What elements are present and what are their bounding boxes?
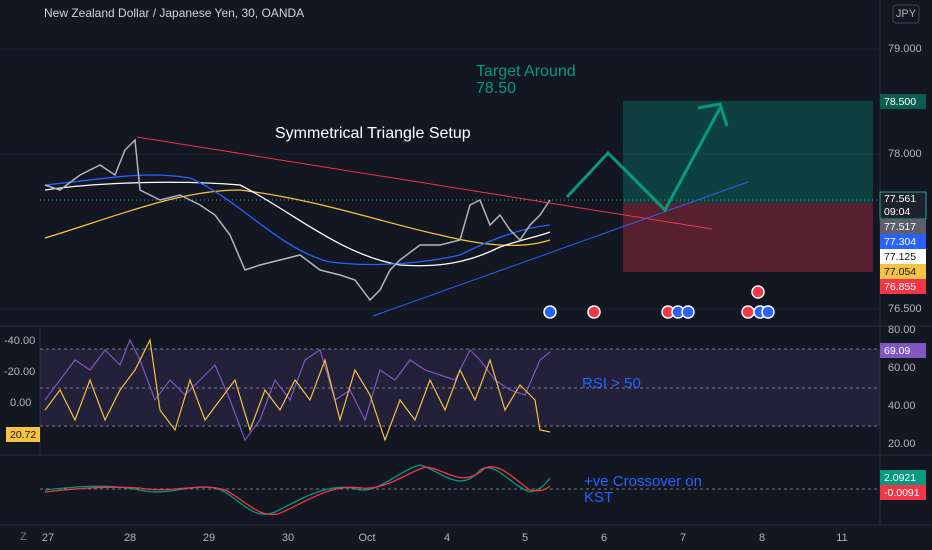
- time-axis: 27 28 29 30 Oct 4 5 6 7 8 11: [42, 532, 848, 544]
- kst-tag: [880, 470, 926, 485]
- price-tag-text: 76.855: [884, 281, 916, 293]
- rsi-left-tick: 0.00: [10, 397, 31, 409]
- rsi-label: RSI > 50: [582, 375, 641, 392]
- currency-box[interactable]: [892, 4, 920, 24]
- kst-line: [44, 464, 551, 515]
- time-label: 30: [282, 532, 294, 544]
- toolbar-icon[interactable]: Z: [20, 531, 27, 543]
- rsi-left-tag-text: 20.72: [10, 429, 36, 441]
- kst-tag-text: 2.0921: [884, 472, 916, 484]
- price-tag-text: 77.054: [884, 266, 916, 278]
- ma-blue: [44, 174, 551, 266]
- time-label: 11: [836, 532, 847, 544]
- price-tick: 79.000: [888, 43, 922, 55]
- kst-overlay-line: [44, 338, 551, 442]
- rsi-right-tick: 60.00: [888, 362, 916, 374]
- rsi-right-tag: [880, 343, 926, 358]
- rsi-right-tick: 40.00: [888, 400, 916, 412]
- price-tag-text: 77.304: [884, 236, 916, 248]
- kst-tag-text: -0.0091: [884, 487, 920, 499]
- price-tag-text: 09:04: [884, 206, 910, 218]
- price-tag-text: 78.500: [884, 96, 916, 108]
- price-tag: [880, 94, 926, 109]
- target-zone: [623, 101, 873, 203]
- price-tag-text: 77.561: [884, 193, 916, 205]
- price-tag: [879, 191, 927, 220]
- price-tag: [880, 219, 926, 234]
- target-label: 78.50: [476, 80, 516, 97]
- time-label: 6: [601, 532, 607, 544]
- time-label: 5: [522, 532, 528, 544]
- kst-signal: [44, 466, 551, 516]
- ma-white: [44, 181, 551, 267]
- currency[interactable]: JPY: [896, 8, 917, 20]
- price-tick: 78.000: [888, 148, 922, 160]
- price-tag: [880, 279, 926, 294]
- rsi-right-tick: 20.00: [888, 438, 916, 450]
- time-label: 28: [124, 532, 136, 544]
- event-icons[interactable]: [543, 285, 775, 319]
- target-label: Target Around: [476, 63, 576, 80]
- rsi-right-tick: 80.00: [888, 324, 916, 336]
- rsi-levels: [40, 348, 880, 427]
- arrow-head: [697, 102, 729, 127]
- time-label: 29: [203, 532, 215, 544]
- price-tag: [880, 249, 926, 264]
- projection-arrow: [565, 107, 722, 213]
- time-label: 4: [444, 532, 450, 544]
- price-tag: [880, 234, 926, 249]
- price-tick: 76.500: [888, 303, 922, 315]
- triangle-upper: [136, 136, 713, 230]
- rsi-left-tag: [6, 427, 40, 442]
- price-line: [44, 138, 551, 302]
- price-tag-text: 77.125: [884, 251, 916, 263]
- rsi-line: [44, 338, 551, 442]
- grid: [0, 48, 880, 310]
- pattern-label: Symmetrical Triangle Setup: [275, 125, 471, 142]
- price-tag-text: 77.517: [884, 221, 916, 233]
- time-label: 7: [680, 532, 686, 544]
- symbol-title: New Zealand Dollar / Japanese Yen, 30, O…: [44, 6, 304, 20]
- rsi-left-tick: -20.00: [4, 366, 35, 378]
- time-label: 8: [759, 532, 765, 544]
- time-label: 27: [42, 532, 54, 544]
- rsi-left-tick: -40.00: [4, 335, 35, 347]
- time-label: Oct: [358, 532, 375, 544]
- kst-label: +ve Crossover on: [584, 473, 702, 490]
- rsi-right-tag-text: 69.09: [884, 345, 910, 357]
- triangle-lower: [372, 181, 749, 317]
- stop-zone: [623, 203, 873, 272]
- price-tag: [880, 264, 926, 279]
- kst-label: KST: [584, 489, 613, 506]
- pane-borders: [0, 0, 932, 526]
- kst-tag: [880, 485, 926, 500]
